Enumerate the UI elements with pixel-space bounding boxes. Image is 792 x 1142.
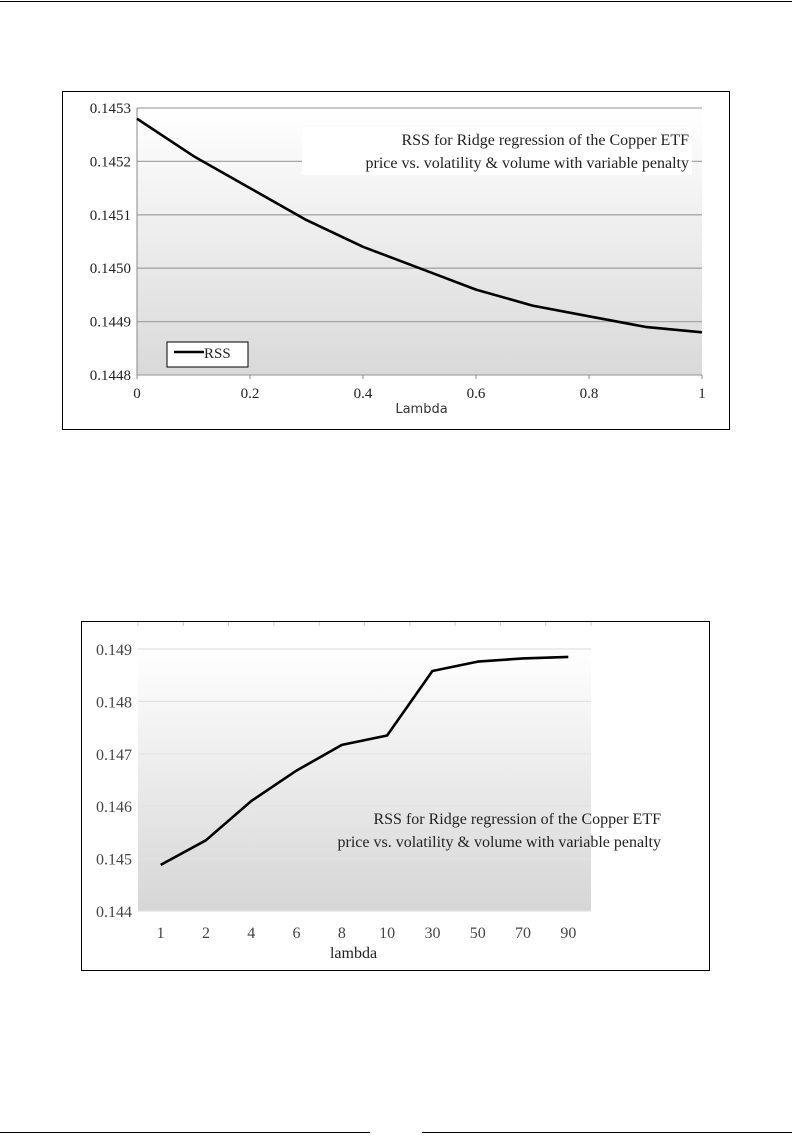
x-tick-label: 8 (338, 925, 346, 942)
plot-area (138, 649, 591, 911)
x-tick-label: 0.2 (241, 386, 260, 402)
chart-title-line-1: RSS for Ridge regression of the Copper E… (373, 811, 661, 828)
x-tick-label: 2 (202, 925, 210, 942)
chart-title-line-2: price vs. volatility & volume with varia… (366, 155, 689, 172)
x-tick-label: 0.4 (354, 386, 373, 402)
y-tick-label: 0.149 (96, 642, 132, 659)
x-axis-label: Lambda (395, 402, 447, 417)
x-tick-label: 50 (470, 925, 486, 942)
x-tick-label: 0 (133, 386, 141, 402)
y-tick-label: 0.147 (96, 747, 132, 764)
y-tick-label: 0.148 (96, 694, 132, 711)
chart-rss-lambda-continuous: 0.1448 0.1449 0.1450 0.1451 0.1452 0.1453 0 0.2… (62, 91, 730, 430)
x-tick-label: 30 (424, 925, 440, 942)
y-tick-label: 0.1453 (90, 101, 131, 117)
y-tick-label: 0.144 (96, 904, 132, 921)
x-axis-label: lambda (330, 945, 377, 962)
x-tick-label: 1 (157, 925, 165, 942)
y-tick-label: 0.1451 (90, 208, 131, 224)
x-tick-label: 1 (698, 386, 706, 402)
header-rule (0, 1, 792, 2)
x-tick-label: 4 (247, 925, 255, 942)
footer-rule-left (0, 1132, 370, 1133)
y-tick-label: 0.1448 (90, 368, 131, 384)
chart-title-line-1: RSS for Ridge regression of the Copper E… (401, 132, 689, 149)
title-background (302, 127, 692, 175)
legend-label-rss: RSS (204, 346, 231, 362)
y-tick-label: 0.145 (96, 852, 132, 869)
chart-title-line-2: price vs. volatility & volume with varia… (338, 834, 661, 851)
x-tick-label: 70 (515, 925, 531, 942)
chart-rss-lambda-categorical: 0.144 0.145 0.146 0.147 0.148 0.149 1 2 4 6 8 10 30 5… (81, 621, 710, 971)
footer-rule-right (422, 1132, 792, 1133)
legend-box (166, 341, 249, 368)
x-tick-label: 90 (560, 925, 576, 942)
x-tick-label: 0.8 (580, 386, 599, 402)
y-tick-label: 0.1450 (90, 261, 131, 277)
series-line-rss (160, 655, 569, 867)
y-tick-label: 0.146 (96, 799, 132, 816)
x-tick-label: 0.6 (467, 386, 486, 402)
y-tick-label: 0.1452 (90, 154, 131, 170)
y-tick-label: 0.1449 (90, 315, 131, 331)
x-tick-label: 10 (379, 925, 395, 942)
x-tick-label: 6 (293, 925, 301, 942)
